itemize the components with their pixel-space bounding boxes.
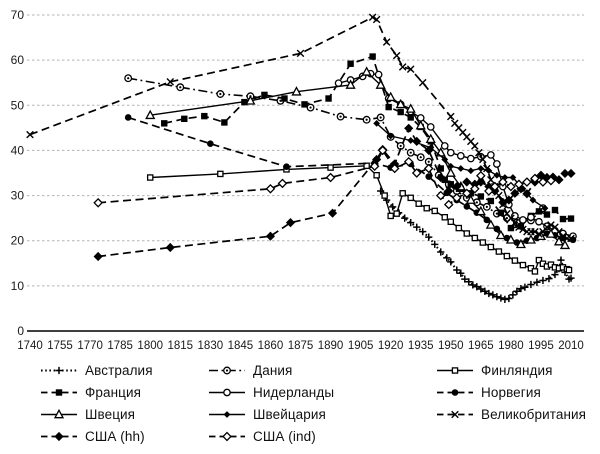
legend-item-denmark: Дания [208, 362, 436, 378]
legend-swatch-france [41, 388, 77, 396]
series-8 [26, 13, 575, 243]
svg-text:1800: 1800 [137, 340, 163, 352]
legend-swatch-finland [437, 366, 473, 374]
svg-text:30: 30 [11, 189, 25, 203]
legend-item-finland: Финляндия [436, 362, 600, 378]
legend-item-switzerland: Швейцария [208, 406, 436, 422]
legend-label: Нидерланды [253, 384, 335, 400]
svg-text:1950: 1950 [438, 340, 464, 352]
legend-label: Норвегия [481, 384, 541, 400]
svg-text:1755: 1755 [47, 340, 73, 352]
svg-text:1785: 1785 [107, 340, 133, 352]
svg-text:60: 60 [11, 53, 25, 67]
svg-text:1920: 1920 [378, 340, 404, 352]
legend-item-usa-ind: США (ind) [208, 428, 436, 444]
svg-text:1845: 1845 [228, 340, 254, 352]
svg-text:1935: 1935 [408, 340, 434, 352]
legend-label: США (hh) [85, 428, 145, 444]
svg-text:1905: 1905 [348, 340, 374, 352]
legend-item-uk: Великобритания [436, 406, 600, 422]
legend-swatch-switzerland [209, 410, 245, 418]
legend-label: Франция [85, 384, 142, 400]
chart-area: 0 10 20 30 40 50 60 70 1740 1755 1770 1785 1800 1815 1… [11, 8, 584, 352]
legend-item-sweden: Швеция [40, 406, 208, 422]
legend-label: Швеция [85, 406, 136, 422]
legend-label: Великобритания [481, 406, 587, 422]
svg-text:1980: 1980 [498, 340, 524, 352]
svg-text:10: 10 [11, 279, 25, 293]
legend-item-usa-hh: США (hh) [40, 428, 208, 444]
svg-text:40: 40 [11, 143, 25, 157]
legend-label: Австралия [85, 362, 153, 378]
legend-swatch-norway [437, 388, 473, 396]
svg-text:1890: 1890 [318, 340, 344, 352]
legend-swatch-uk [437, 410, 473, 418]
legend-swatch-australia [41, 366, 77, 374]
series-10 [93, 145, 556, 210]
legend-item-australia: Австралия [40, 362, 208, 378]
svg-text:1740: 1740 [17, 340, 43, 352]
gridlines [27, 14, 584, 287]
svg-text:2010: 2010 [558, 340, 584, 352]
y-tick-labels: 0 10 20 30 40 50 60 70 [11, 8, 25, 338]
legend-item-netherlands: Нидерланды [208, 384, 436, 400]
legend-swatch-netherlands [209, 388, 245, 396]
legend-swatch-denmark [209, 366, 245, 374]
svg-text:1965: 1965 [468, 340, 494, 352]
svg-text:70: 70 [11, 8, 25, 22]
svg-text:1860: 1860 [258, 340, 284, 352]
legend-label: Дания [253, 362, 293, 378]
legend-label: Финляндия [481, 362, 553, 378]
legend-item-france: Франция [40, 384, 208, 400]
legend-swatch-usa-ind [209, 431, 245, 441]
svg-text:1815: 1815 [167, 340, 193, 352]
chart-legend: Австралия Дания Финляндия Франция Нидерл… [0, 362, 600, 444]
legend-label: Швейцария [253, 406, 326, 422]
svg-text:1770: 1770 [77, 340, 103, 352]
legend-item-norway: Норвегия [436, 384, 600, 400]
svg-text:20: 20 [11, 234, 25, 248]
legend-label: США (ind) [253, 428, 316, 444]
legend-swatch-sweden [41, 408, 77, 418]
svg-text:0: 0 [17, 324, 24, 338]
x-tick-labels: 1740 1755 1770 1785 1800 1815 1830 1845 1860 1875… [17, 340, 584, 352]
svg-text:1875: 1875 [288, 340, 314, 352]
svg-text:50: 50 [11, 98, 25, 112]
legend-swatch-usa-hh [41, 431, 77, 441]
svg-text:1995: 1995 [528, 340, 554, 352]
svg-text:1830: 1830 [198, 340, 224, 352]
